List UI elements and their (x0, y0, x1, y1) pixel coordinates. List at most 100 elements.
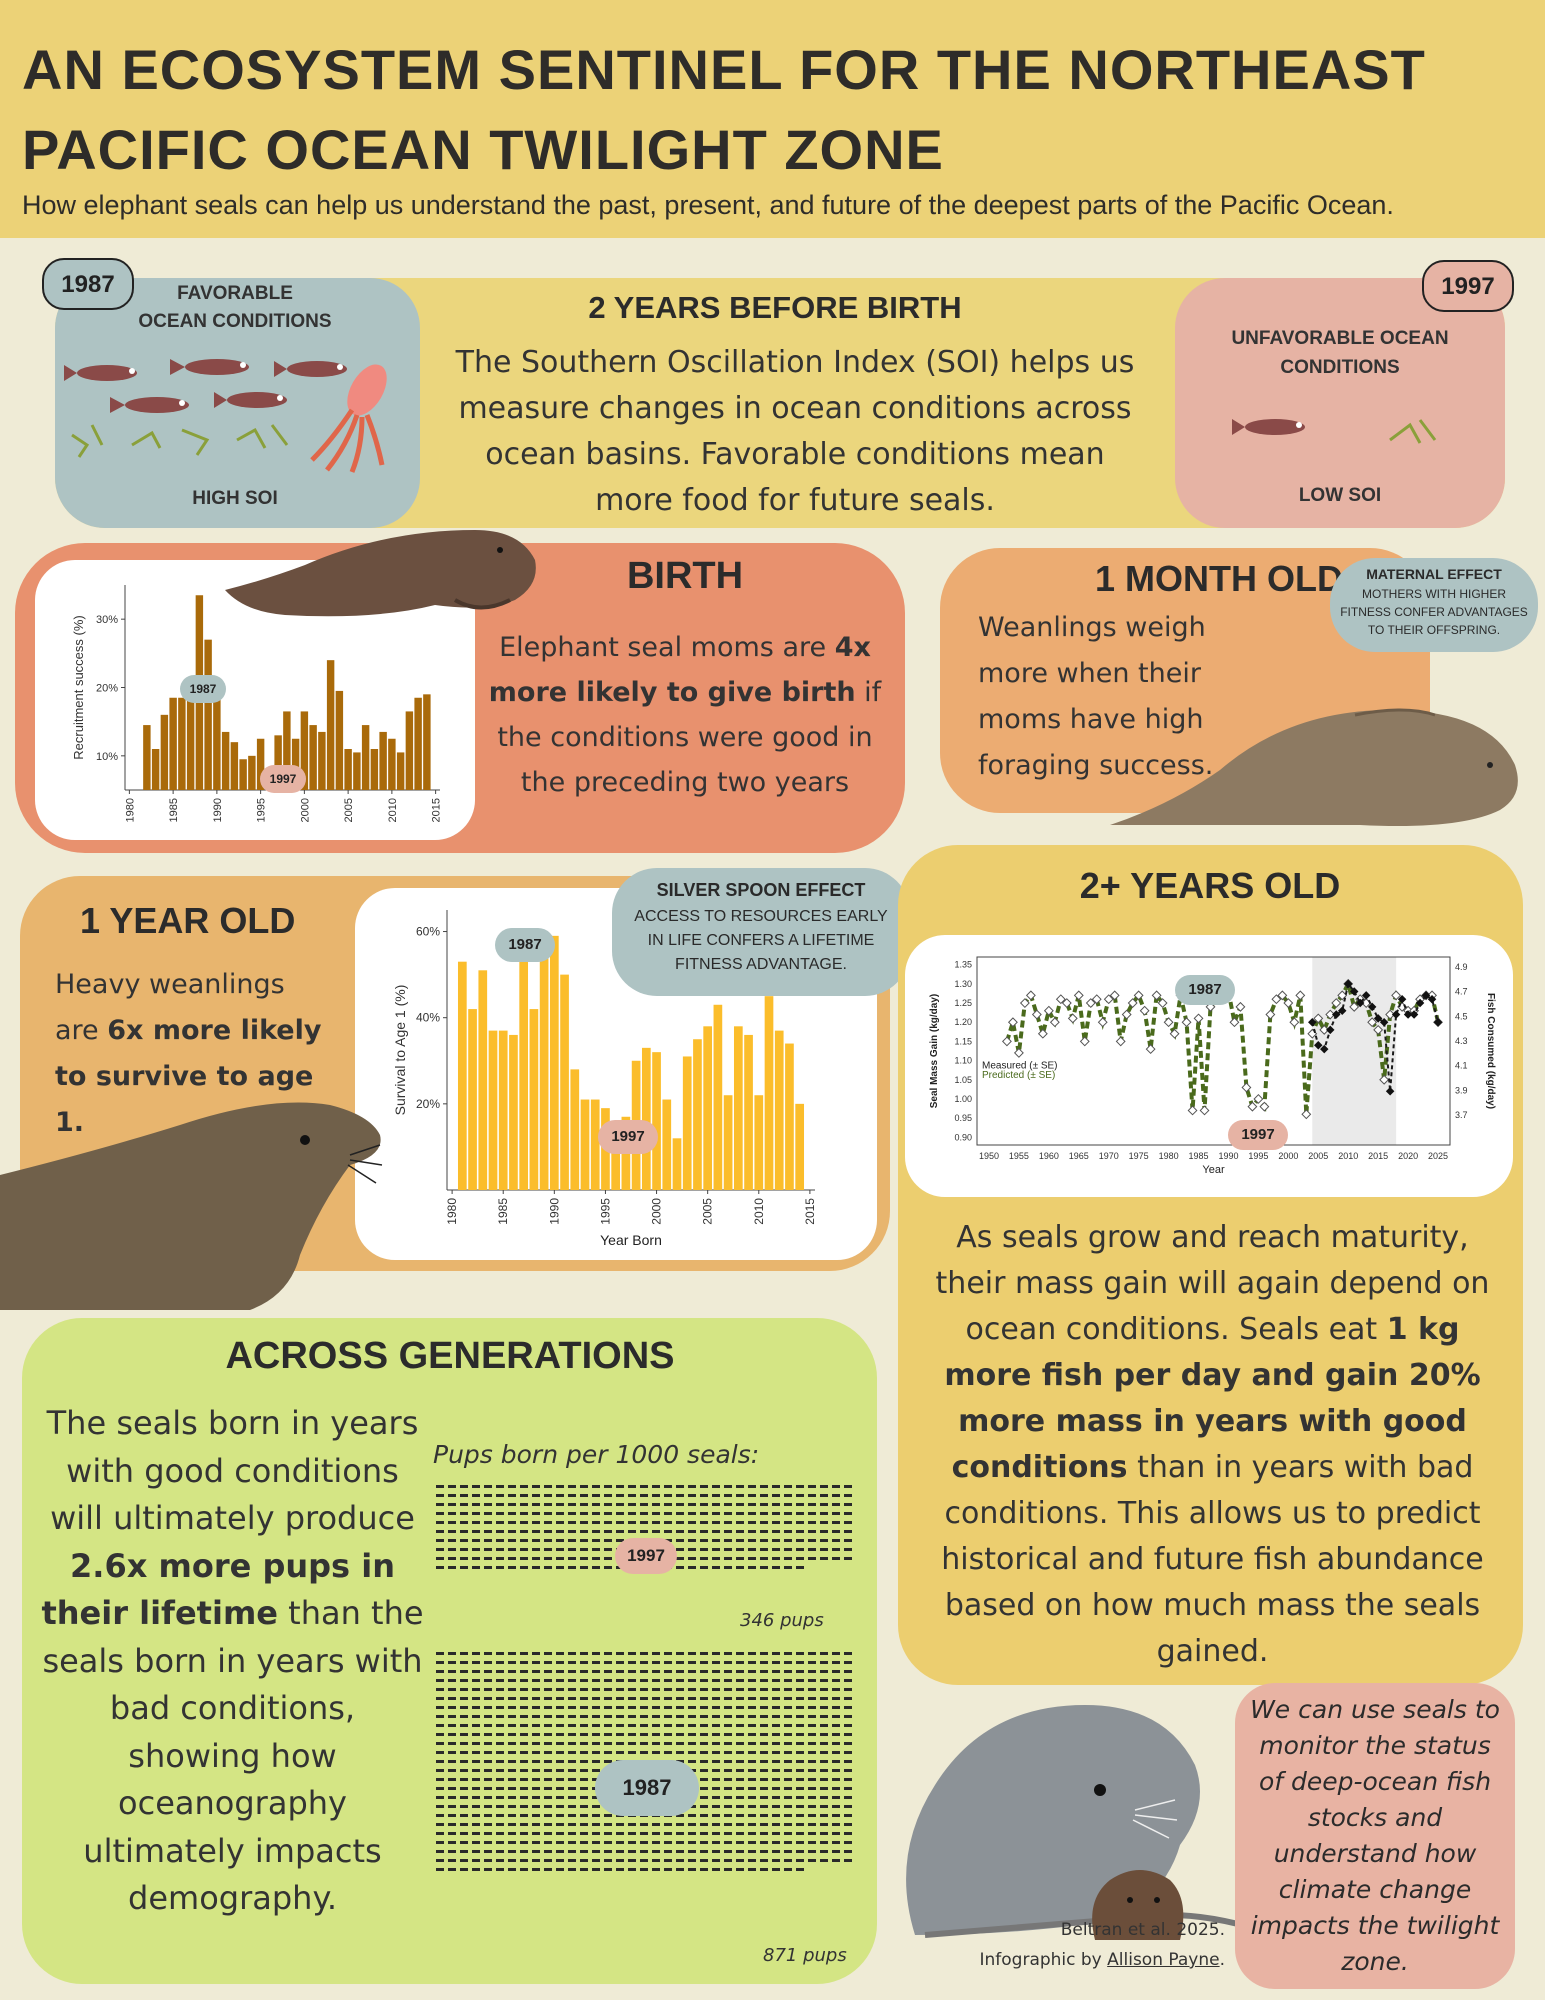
predicted-point (1001, 1036, 1012, 1047)
y-tick-label: 60% (416, 925, 440, 939)
chart-bar (230, 742, 239, 790)
x-tick-label: 2000 (1278, 1151, 1298, 1161)
chart-bar (361, 725, 370, 790)
chart-bar (570, 1069, 580, 1190)
chart-bar (335, 690, 344, 790)
predicted-point (1331, 998, 1342, 1008)
pup-icon-row (436, 1706, 856, 1709)
chart-bar (309, 725, 317, 790)
soi-heading: 2 YEARS BEFORE BIRTH (588, 290, 962, 325)
x-tick-label: 2005 (343, 798, 355, 822)
x-tick-label: 1970 (1099, 1151, 1119, 1161)
y-tick-label: 0.90 (954, 1132, 972, 1142)
predicted-point (1247, 1101, 1258, 1112)
generations-body: The seals born in years with good condit… (40, 1400, 425, 1923)
y2-tick-label: 4.5 (1455, 1011, 1468, 1021)
silver-spoon-body: ACCESS TO RESOURCES EARLY IN LIFE CONFER… (634, 908, 888, 973)
chart-bar (283, 711, 291, 790)
predicted-point (1349, 1001, 1360, 1012)
monitoring-panel (1235, 1683, 1515, 1989)
adult-and-pup-seal-illustration (906, 1705, 1261, 1940)
one-year-heading: 1 YEAR OLD (80, 900, 296, 941)
chart-bar (539, 948, 549, 1190)
y-tick-label: 1.20 (954, 1017, 972, 1027)
measured-series-line (1311, 981, 1439, 1092)
x-tick-label: 2010 (387, 798, 399, 822)
chart-bar (204, 639, 212, 790)
fish-icon (64, 359, 347, 413)
x-tick-label: 1990 (212, 798, 224, 822)
x-tick-label: 1990 (1218, 1151, 1238, 1161)
pup-icon-row (436, 1661, 856, 1664)
favorable-label-line2: OCEAN CONDITIONS (138, 311, 332, 332)
predicted-point (1091, 994, 1102, 1005)
chart-bar (672, 1138, 682, 1190)
chart-bar (723, 1095, 733, 1190)
monitoring-text: We can use seals to monitor the status o… (1250, 1695, 1500, 1976)
predicted-point (1079, 1036, 1090, 1047)
pup-icon-row (436, 1859, 856, 1862)
plankton-icon (71, 424, 289, 458)
pup-icon-row (436, 1485, 856, 1488)
chart-bar (478, 970, 488, 1190)
predicted-point (1265, 1009, 1276, 1020)
chart-bar (160, 714, 169, 790)
x-tick-label: 2025 (1428, 1151, 1448, 1161)
predicted-point (1121, 1009, 1132, 1020)
predicted-point (1103, 994, 1114, 1005)
one-month-heading: 1 MONTH OLD (1095, 558, 1343, 599)
juvenile-seal-illustration (0, 1102, 383, 1310)
y-axis-label: Survival to Age 1 (%) (392, 985, 408, 1116)
predicted-point (1181, 1017, 1192, 1028)
pup-icon-row (436, 1697, 856, 1700)
x-tick-label: 1985 (496, 1198, 510, 1225)
pups-good-count: 871 pups (763, 1945, 847, 1966)
chart-bar (256, 738, 265, 790)
unfavorable-label-line2: CONDITIONS (1280, 357, 1400, 378)
predicted-point (1235, 1001, 1246, 1012)
birth-body-text1: Elephant seal moms are (499, 632, 835, 663)
chart-bar (795, 1103, 805, 1190)
chart-bar (291, 738, 300, 790)
x-tick-label: 1985 (1189, 1151, 1209, 1161)
generations-body-text2: than the seals born in years with bad co… (42, 1594, 424, 1917)
one-year-body-text: Heavy weanlings are (55, 969, 285, 1046)
predicted-point (1139, 1005, 1150, 1016)
maternal-effect-body: MOTHERS WITH HIGHER FITNESS CONFER ADVAN… (1340, 587, 1528, 637)
chart-bar (169, 697, 177, 790)
x-tick-label: 1980 (445, 1198, 459, 1225)
predicted-point (1151, 990, 1162, 1001)
predicted-point (1241, 1082, 1252, 1093)
predicted-point (1061, 998, 1072, 1008)
soi-body: The Southern Oscillation Index (SOI) hel… (455, 345, 1135, 518)
header-banner (0, 0, 1545, 238)
x-tick-label: 1995 (256, 798, 268, 822)
predicted-point (1193, 1013, 1204, 1024)
predicted-point (1289, 1017, 1300, 1028)
pup-icon-row (436, 1679, 856, 1682)
birth-body-bold: 4x more likely to give birth (488, 632, 871, 708)
x-axis-label: Year Born (600, 1232, 662, 1248)
chart-bar (326, 660, 335, 790)
predicted-point (1043, 1005, 1054, 1016)
y-tick-label: 1.35 (954, 960, 972, 970)
pup-icon-row (436, 1521, 856, 1524)
chart-bar (388, 738, 396, 790)
birth-heading: BIRTH (626, 555, 744, 597)
predicted-point (1085, 998, 1096, 1008)
chart-bar (186, 677, 195, 790)
credits-infographic: Infographic by Allison Payne. (880, 1950, 1225, 1970)
silver-spoon-title: SILVER SPOON EFFECT (656, 880, 866, 900)
x-tick-label: 1965 (1069, 1151, 1089, 1161)
credits-author-link[interactable]: Allison Payne (1107, 1950, 1220, 1970)
predicted-point (1097, 1017, 1108, 1028)
predicted-point (1115, 1036, 1126, 1047)
chart-bar (713, 1004, 723, 1190)
predicted-point (1325, 1009, 1336, 1020)
pup-icon-row (436, 1724, 856, 1727)
x-tick-label: 1955 (1009, 1151, 1029, 1161)
chart-bar (509, 1034, 518, 1190)
predicted-point (1271, 994, 1282, 1005)
y-tick-label: 20% (416, 1097, 440, 1111)
unfavorable-conditions-panel (1175, 278, 1505, 528)
